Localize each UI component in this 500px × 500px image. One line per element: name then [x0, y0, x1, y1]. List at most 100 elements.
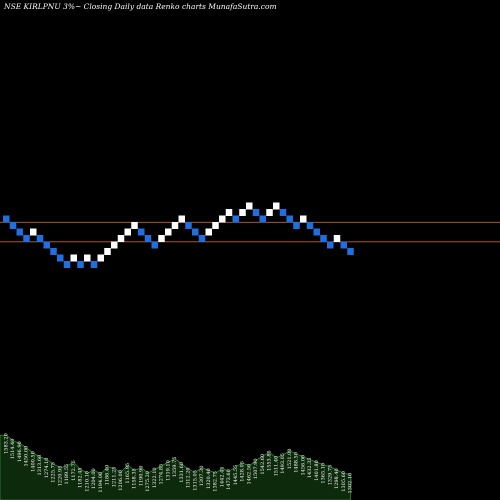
renko-brick-23	[158, 235, 165, 242]
volume-label-33: 1473.60	[226, 469, 232, 490]
volume-label-7: 1225.75	[51, 462, 57, 483]
renko-brick-45	[306, 222, 314, 229]
volume-label-27: 1312.20	[186, 467, 192, 488]
renko-brick-41	[279, 209, 287, 216]
renko-brick-39	[266, 209, 273, 216]
renko-brick-42	[286, 215, 293, 223]
volume-area-path	[0, 434, 351, 500]
volume-label-15: 1186.40	[105, 465, 111, 486]
volume-label-46: 1401.80	[314, 460, 320, 481]
volume-label-42: 1521.00	[287, 449, 293, 470]
renko-brick-50	[340, 241, 347, 249]
volume-label-13: 1204.00	[91, 468, 97, 489]
volume-label-12: 1210.10	[84, 471, 90, 492]
volume-label-25: 1359.75	[172, 457, 178, 478]
volume-label-9: 1189.55	[64, 464, 70, 485]
volume-label-17: 1206.00	[118, 470, 124, 491]
volume-label-2: 1496.90	[17, 441, 23, 462]
renko-brick-13	[90, 261, 98, 268]
volume-label-23: 1274.85	[159, 464, 165, 485]
renko-brick-36	[246, 202, 253, 210]
volume-label-18: 1165.95	[125, 463, 131, 484]
renko-brick-40	[273, 202, 280, 210]
volume-label-40: 1511.40	[273, 456, 279, 477]
renko-brick-8	[57, 254, 64, 262]
renko-brick-21	[144, 235, 152, 242]
renko-brick-12	[84, 254, 91, 262]
renko-brick-1	[9, 222, 17, 229]
renko-brick-35	[239, 209, 246, 216]
volume-label-20: 1190.90	[138, 466, 144, 487]
renko-brick-51	[347, 248, 354, 255]
renko-brick-38	[259, 215, 266, 223]
volume-label-24: 1319.10	[165, 460, 171, 481]
renko-brick-31	[212, 222, 219, 229]
renko-brick-46	[313, 228, 320, 236]
renko-brick-6	[43, 241, 50, 249]
renko-brick-37	[252, 209, 260, 216]
renko-brick-32	[219, 215, 226, 223]
renko-brick-5	[36, 235, 44, 242]
volume-label-3: 1450.00	[24, 446, 30, 467]
volume-label-32: 1442.45	[219, 467, 225, 488]
volume-label-6: 1274.10	[44, 458, 50, 479]
renko-brick-48	[327, 241, 334, 249]
renko-brick-34	[232, 215, 239, 223]
volume-label-28: 1315.05	[192, 470, 198, 491]
volume-label-21: 1275.20	[145, 471, 151, 492]
volume-label-37: 1507.90	[253, 458, 259, 479]
volume-labels: 1583.20 1514.40 1496.90 1450.00 1400.50 1313.…	[3, 433, 353, 493]
renko-brick-24	[165, 228, 172, 236]
renko-brick-14	[97, 254, 104, 262]
renko-brick-44	[300, 215, 307, 223]
volume-label-41: 1493.05	[280, 453, 286, 474]
volume-label-48: 1329.75	[327, 465, 333, 486]
volume-label-47: 1365.10	[321, 463, 327, 484]
volume-label-30: 1320.40	[206, 468, 212, 489]
volume-label-11: 1182.45	[78, 467, 84, 488]
renko-brick-10	[70, 254, 77, 262]
volume-label-4: 1400.50	[30, 451, 36, 472]
renko-brick-16	[111, 241, 118, 249]
renko-brick-30	[205, 228, 212, 236]
volume-label-16: 1211.25	[111, 467, 117, 488]
volume-label-50: 1305.60	[341, 471, 347, 492]
renko-brick-20	[138, 228, 145, 236]
volume-label-8: 1220.95	[57, 466, 63, 487]
renko-brick-3	[23, 235, 30, 242]
renko-brick-47	[320, 235, 327, 242]
volume-label-29: 1307.30	[199, 466, 205, 487]
renko-brick-17	[117, 235, 125, 242]
renko-brick-43	[293, 222, 300, 229]
volume-label-5: 1313.60	[37, 455, 43, 476]
renko-brick-0	[3, 215, 10, 223]
volume-label-35: 1428.05	[240, 461, 246, 482]
volume-label-34: 1445.55	[233, 465, 239, 486]
renko-brick-18	[124, 228, 131, 236]
renko-bricks	[3, 202, 354, 268]
volume-label-31: 1382.75	[213, 471, 219, 492]
renko-brick-4	[30, 228, 37, 236]
volume-label-38: 1542.60	[260, 454, 266, 475]
renko-brick-19	[131, 222, 138, 229]
renko-brick-26	[178, 215, 185, 223]
volume-label-44: 1456.00	[300, 455, 306, 476]
volume-label-49: 1298.40	[334, 468, 340, 489]
renko-brick-49	[333, 235, 341, 242]
volume-label-43: 1488.50	[294, 452, 300, 473]
renko-brick-15	[104, 248, 111, 255]
reference-lines	[0, 221, 500, 243]
volume-label-1: 1514.40	[10, 439, 16, 460]
volume-label-14: 1194.00	[98, 472, 104, 493]
volume-label-10: 1172.75	[71, 460, 77, 481]
renko-brick-9	[63, 261, 71, 268]
renko-brick-2	[16, 228, 23, 236]
volume-label-51: 1302.10	[348, 473, 354, 494]
volume-area	[0, 434, 351, 500]
volume-label-45: 1432.35	[307, 458, 313, 479]
renko-brick-29	[198, 235, 206, 242]
renko-brick-27	[185, 222, 192, 229]
renko-brick-7	[50, 248, 57, 255]
chart-title: NSE KIRLPNU 3%~ Closing Daily data Renko…	[4, 2, 277, 11]
